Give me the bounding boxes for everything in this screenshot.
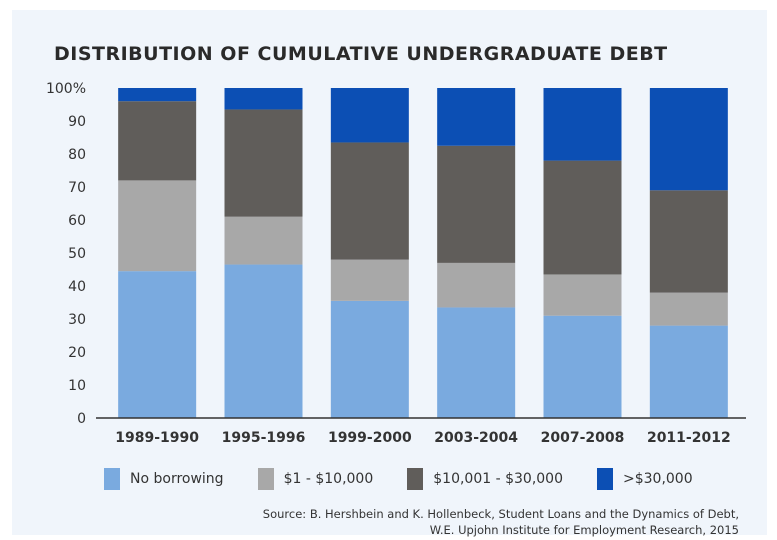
- y-tick-label: 30: [68, 312, 86, 328]
- legend: No borrowing $1 - $10,000 $10,001 - $30,…: [104, 468, 693, 490]
- bar-segment: [649, 292, 728, 326]
- bar-segment: [118, 271, 197, 418]
- bar-segment: [224, 109, 303, 217]
- y-tick-label: 10: [68, 378, 86, 394]
- x-tick-label: 2007-2008: [541, 430, 625, 446]
- x-axis: 1989-1990 1995-1996 1999-2000 2003-2004 2007…: [115, 430, 730, 446]
- y-tick-label: 0: [77, 411, 86, 427]
- y-tick-label: 100%: [46, 81, 86, 97]
- legend-swatch: [407, 468, 424, 490]
- legend-item-over-30000: >$30,000: [597, 468, 693, 490]
- x-tick-label: 1999-2000: [328, 430, 412, 446]
- source-line-1: Source: B. Hershbein and K. Hollenbeck, …: [262, 507, 739, 521]
- bar-segment: [649, 190, 728, 293]
- legend-label: $10,001 - $30,000: [433, 471, 563, 487]
- bar-segment: [649, 325, 728, 418]
- legend-label: >$30,000: [623, 471, 693, 487]
- bar-segment: [118, 88, 197, 102]
- bar-segment: [224, 88, 303, 110]
- x-tick-label: 2011-2012: [647, 430, 731, 446]
- bar-segment: [118, 101, 197, 181]
- y-tick-label: 50: [68, 246, 86, 262]
- y-axis: 0 10 20 30 40 50 60 70 80 90 100%: [46, 81, 86, 427]
- bar-segment: [437, 88, 516, 146]
- bar-segment: [543, 88, 622, 161]
- bar-segment: [437, 262, 516, 308]
- bar-segment: [118, 180, 197, 272]
- bar-segment: [330, 300, 409, 418]
- legend-item-1-to-10000: $1 - $10,000: [257, 468, 374, 490]
- y-tick-label: 40: [68, 279, 86, 295]
- y-tick-label: 70: [68, 180, 86, 196]
- bars: [118, 88, 728, 418]
- stacked-bar-chart: 0 10 20 30 40 50 60 70 80 90 100% 1989-1990 1995-19…: [46, 81, 746, 446]
- bar-segment: [330, 259, 409, 301]
- x-tick-label: 2003-2004: [434, 430, 518, 446]
- y-tick-label: 90: [68, 114, 86, 130]
- legend-label: $1 - $10,000: [283, 471, 374, 487]
- bar-segment: [330, 88, 409, 143]
- bar-segment: [437, 307, 516, 418]
- bar-segment: [224, 264, 303, 418]
- x-tick-label: 1995-1996: [222, 430, 306, 446]
- bar-segment: [437, 145, 516, 263]
- legend-swatch: [104, 468, 120, 490]
- chart-title: DISTRIBUTION OF CUMULATIVE UNDERGRADUATE…: [54, 43, 668, 65]
- legend-item-no-borrowing: No borrowing: [104, 468, 224, 490]
- legend-label: No borrowing: [130, 471, 224, 487]
- y-tick-label: 80: [68, 147, 86, 163]
- bar-segment: [543, 274, 622, 316]
- y-tick-label: 20: [68, 345, 86, 361]
- legend-swatch: [597, 468, 613, 490]
- bar-segment: [224, 216, 303, 265]
- bar-segment: [543, 160, 622, 275]
- x-tick-label: 1989-1990: [115, 430, 199, 446]
- bar-segment: [543, 315, 622, 418]
- y-tick-label: 60: [68, 213, 86, 229]
- chart-card: DISTRIBUTION OF CUMULATIVE UNDERGRADUATE…: [12, 10, 767, 538]
- legend-item-10001-to-30000: $10,001 - $30,000: [407, 468, 563, 490]
- source-line-2: W.E. Upjohn Institute for Employment Res…: [429, 523, 739, 537]
- bar-segment: [649, 88, 728, 191]
- source-note: Source: B. Hershbein and K. Hollenbeck, …: [263, 506, 739, 538]
- legend-swatch: [257, 468, 274, 490]
- bar-segment: [330, 142, 409, 260]
